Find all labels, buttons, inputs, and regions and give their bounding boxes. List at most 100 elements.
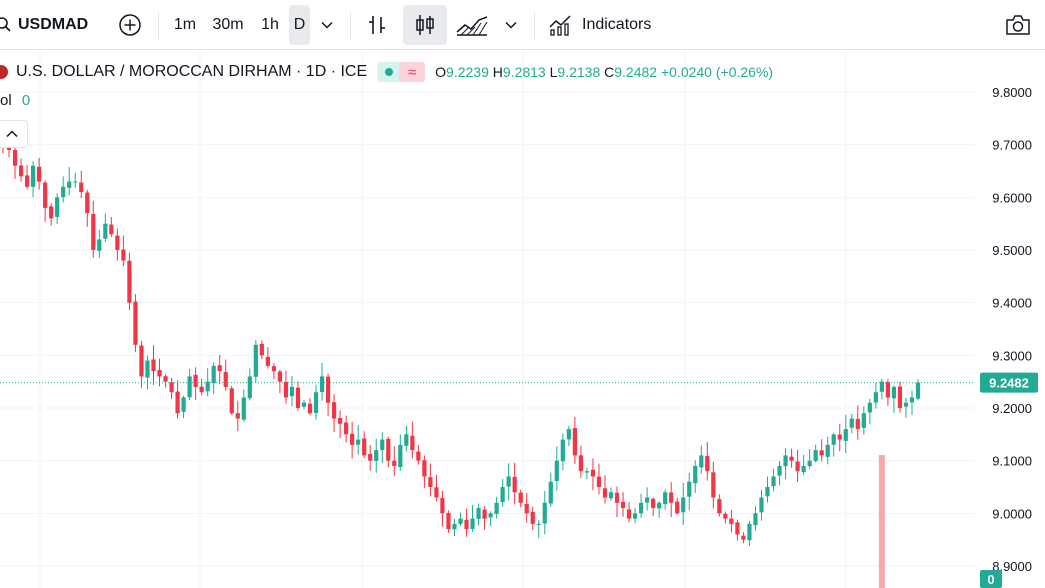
candle-body-down: [121, 249, 126, 261]
candle-body-up: [747, 523, 752, 541]
candle-body-up: [813, 450, 818, 461]
candle-body-up: [909, 397, 915, 403]
candle-body-down: [217, 365, 222, 372]
volume-value: 0: [21, 92, 31, 109]
candle-body-up: [470, 518, 475, 529]
candle-body-down: [199, 386, 204, 393]
candle-body-up: [849, 418, 854, 428]
candle-body-up: [247, 376, 252, 399]
price-tick-label: 9.4000: [992, 296, 1032, 311]
candle-body-down: [386, 438, 391, 461]
price-tick-label: 9.0000: [992, 506, 1032, 521]
toolbar-divider: [158, 12, 159, 38]
candle-body-up: [289, 386, 295, 397]
candle-body-up: [759, 497, 764, 513]
candle-body-up: [861, 413, 866, 428]
price-tick-label: 9.8000: [992, 85, 1032, 100]
candle-body-up: [645, 497, 650, 503]
candle-body-up: [103, 223, 108, 239]
candle-body-down: [530, 511, 535, 524]
bars-icon: [369, 16, 385, 34]
candle-body-up: [319, 376, 325, 393]
candle-body-up: [205, 381, 210, 392]
add-symbol-button[interactable]: [113, 10, 147, 40]
candle-body-down: [163, 376, 168, 382]
candle-body-down: [717, 499, 722, 514]
candle-body-up: [783, 455, 788, 467]
candle-body-down: [139, 345, 144, 377]
candle-body-up: [181, 397, 186, 412]
candle-body-down: [362, 438, 367, 456]
candle-body-down: [344, 422, 349, 435]
chart-style-dropdown-button[interactable]: [498, 10, 524, 40]
candle-body-up: [458, 518, 463, 524]
candle-body-down: [524, 503, 529, 514]
candle-body-up: [693, 465, 698, 484]
candle-body-up: [380, 439, 385, 451]
last-price-badge: [980, 372, 1038, 393]
candle-body-up: [554, 460, 559, 482]
candle-body-down: [897, 386, 903, 408]
candle-body-down: [819, 450, 824, 456]
interval-dropdown-button[interactable]: [314, 10, 340, 40]
interval-d[interactable]: D: [289, 5, 310, 45]
last-price-label: 9.2482: [989, 376, 1029, 391]
candle-body-up: [253, 344, 258, 377]
plus-circle-icon: [119, 14, 141, 36]
candle-body-up: [903, 402, 909, 407]
candles-style-button[interactable]: [403, 5, 447, 45]
price-tick-label: 9.1000: [992, 454, 1032, 469]
interval-1h[interactable]: 1h: [254, 10, 286, 40]
price-chart[interactable]: 9.8000 9.7000 9.6000 9.5000 9.4000 9.3000 9.20…: [0, 50, 1045, 588]
price-scale-background: [975, 50, 1045, 588]
candle-body-down: [669, 492, 674, 503]
candle-body-up: [488, 513, 493, 518]
interval-label: 1h: [261, 16, 279, 33]
volume-bars: [878, 455, 885, 588]
candle-body-down: [295, 387, 301, 408]
candle-body-down: [157, 369, 162, 377]
chevron-down-icon: [505, 21, 517, 29]
candle-body-up: [73, 181, 78, 183]
candle-body-down: [392, 460, 397, 466]
collapse-legend-button[interactable]: [0, 120, 28, 148]
snapshot-button[interactable]: [1000, 8, 1036, 42]
chart-title[interactable]: U.S. DOLLAR / MOROCCAN DIRHAM · 1D · ICE: [16, 63, 368, 80]
candle-body-up: [915, 382, 921, 399]
price-tick-label: 9.7000: [992, 138, 1032, 153]
interval-30m[interactable]: 30m: [206, 10, 250, 40]
market-status-badge[interactable]: ≈: [377, 62, 426, 82]
candle-body-down: [115, 235, 120, 250]
candle-body-down: [337, 417, 343, 424]
candle-body-down: [512, 476, 517, 493]
candle-body-down: [85, 192, 90, 214]
candles-icon: [416, 15, 434, 35]
area-chart-icon: [456, 16, 488, 36]
market-open-dot-icon: [385, 68, 394, 76]
candle-body-down: [590, 469, 596, 477]
symbol-search[interactable]: USDMAD: [0, 10, 100, 40]
bars-style-button[interactable]: [360, 8, 394, 42]
candle-body-up: [801, 465, 806, 473]
close-label: C: [604, 64, 615, 80]
candle-body-down: [265, 356, 270, 366]
candle-body-down: [79, 182, 84, 193]
interval-1m[interactable]: 1m: [168, 10, 202, 40]
candle-body-up: [663, 492, 668, 505]
chart-grid: [0, 50, 975, 588]
candle-body-down: [368, 453, 373, 461]
area-style-button[interactable]: [452, 8, 492, 42]
top-toolbar: USDMAD 1m 30m 1h D: [0, 0, 1045, 50]
candle-body-down: [331, 402, 337, 419]
indicators-button[interactable]: Indicators: [544, 8, 668, 42]
candle-body-up: [301, 402, 307, 407]
candle-body-down: [482, 509, 487, 519]
chart-legend: U.S. DOLLAR / MOROCCAN DIRHAM · 1D · ICE…: [0, 60, 773, 84]
candle-body-down: [518, 492, 523, 503]
candle-body-up: [398, 444, 403, 468]
price-tick-label: 8.9000: [992, 559, 1032, 574]
candle-body-down: [675, 501, 680, 514]
price-tick-label: 9.5000: [992, 243, 1032, 258]
volume-legend: ol 0: [0, 92, 30, 109]
low-value: 9.2138: [557, 64, 601, 80]
